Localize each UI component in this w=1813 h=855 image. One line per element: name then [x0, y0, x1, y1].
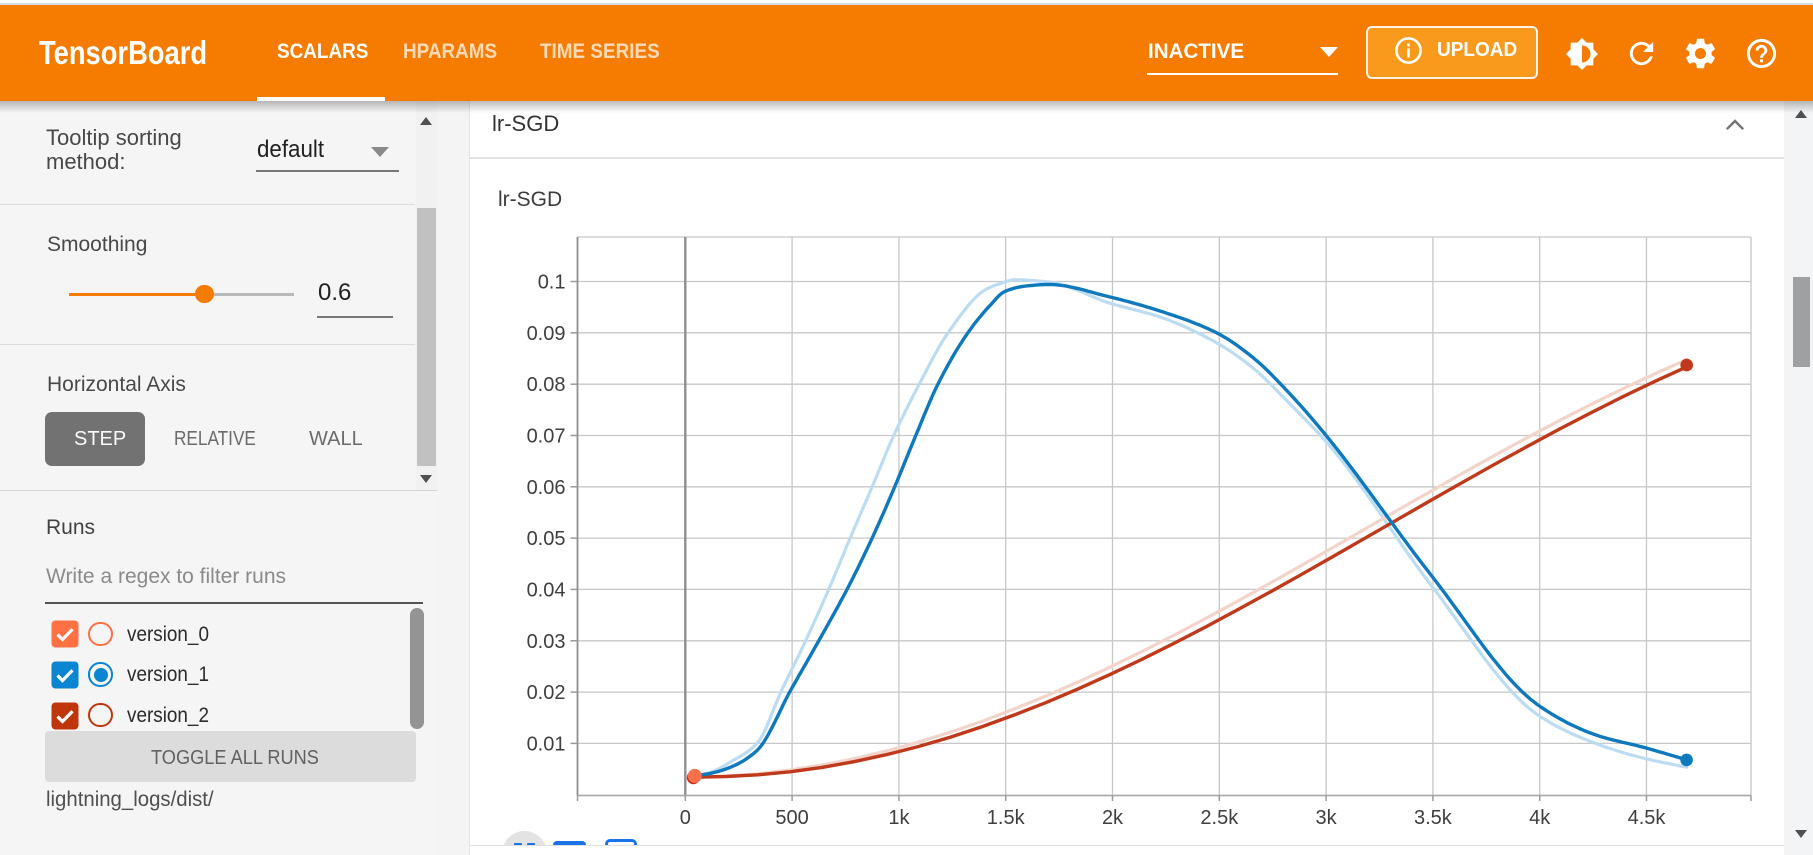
svg-text:2k: 2k — [1102, 807, 1124, 829]
svg-text:0: 0 — [680, 807, 691, 829]
svg-text:0.07: 0.07 — [527, 426, 566, 448]
svg-text:1.5k: 1.5k — [987, 807, 1026, 829]
svg-text:0.01: 0.01 — [527, 733, 566, 755]
svg-text:1k: 1k — [888, 807, 910, 829]
svg-text:3k: 3k — [1316, 807, 1338, 829]
svg-text:0.06: 0.06 — [527, 477, 566, 499]
svg-text:0.02: 0.02 — [527, 682, 566, 704]
svg-text:500: 500 — [775, 807, 808, 829]
svg-text:0.03: 0.03 — [527, 631, 566, 653]
svg-text:4k: 4k — [1529, 807, 1551, 829]
svg-text:4.5k: 4.5k — [1628, 807, 1667, 829]
svg-text:2.5k: 2.5k — [1200, 807, 1239, 829]
svg-text:0.04: 0.04 — [527, 579, 566, 601]
svg-text:0.1: 0.1 — [538, 272, 566, 294]
svg-text:3.5k: 3.5k — [1414, 807, 1453, 829]
svg-text:0.08: 0.08 — [527, 374, 566, 396]
svg-text:0.09: 0.09 — [527, 323, 566, 345]
svg-text:0.05: 0.05 — [527, 528, 566, 550]
